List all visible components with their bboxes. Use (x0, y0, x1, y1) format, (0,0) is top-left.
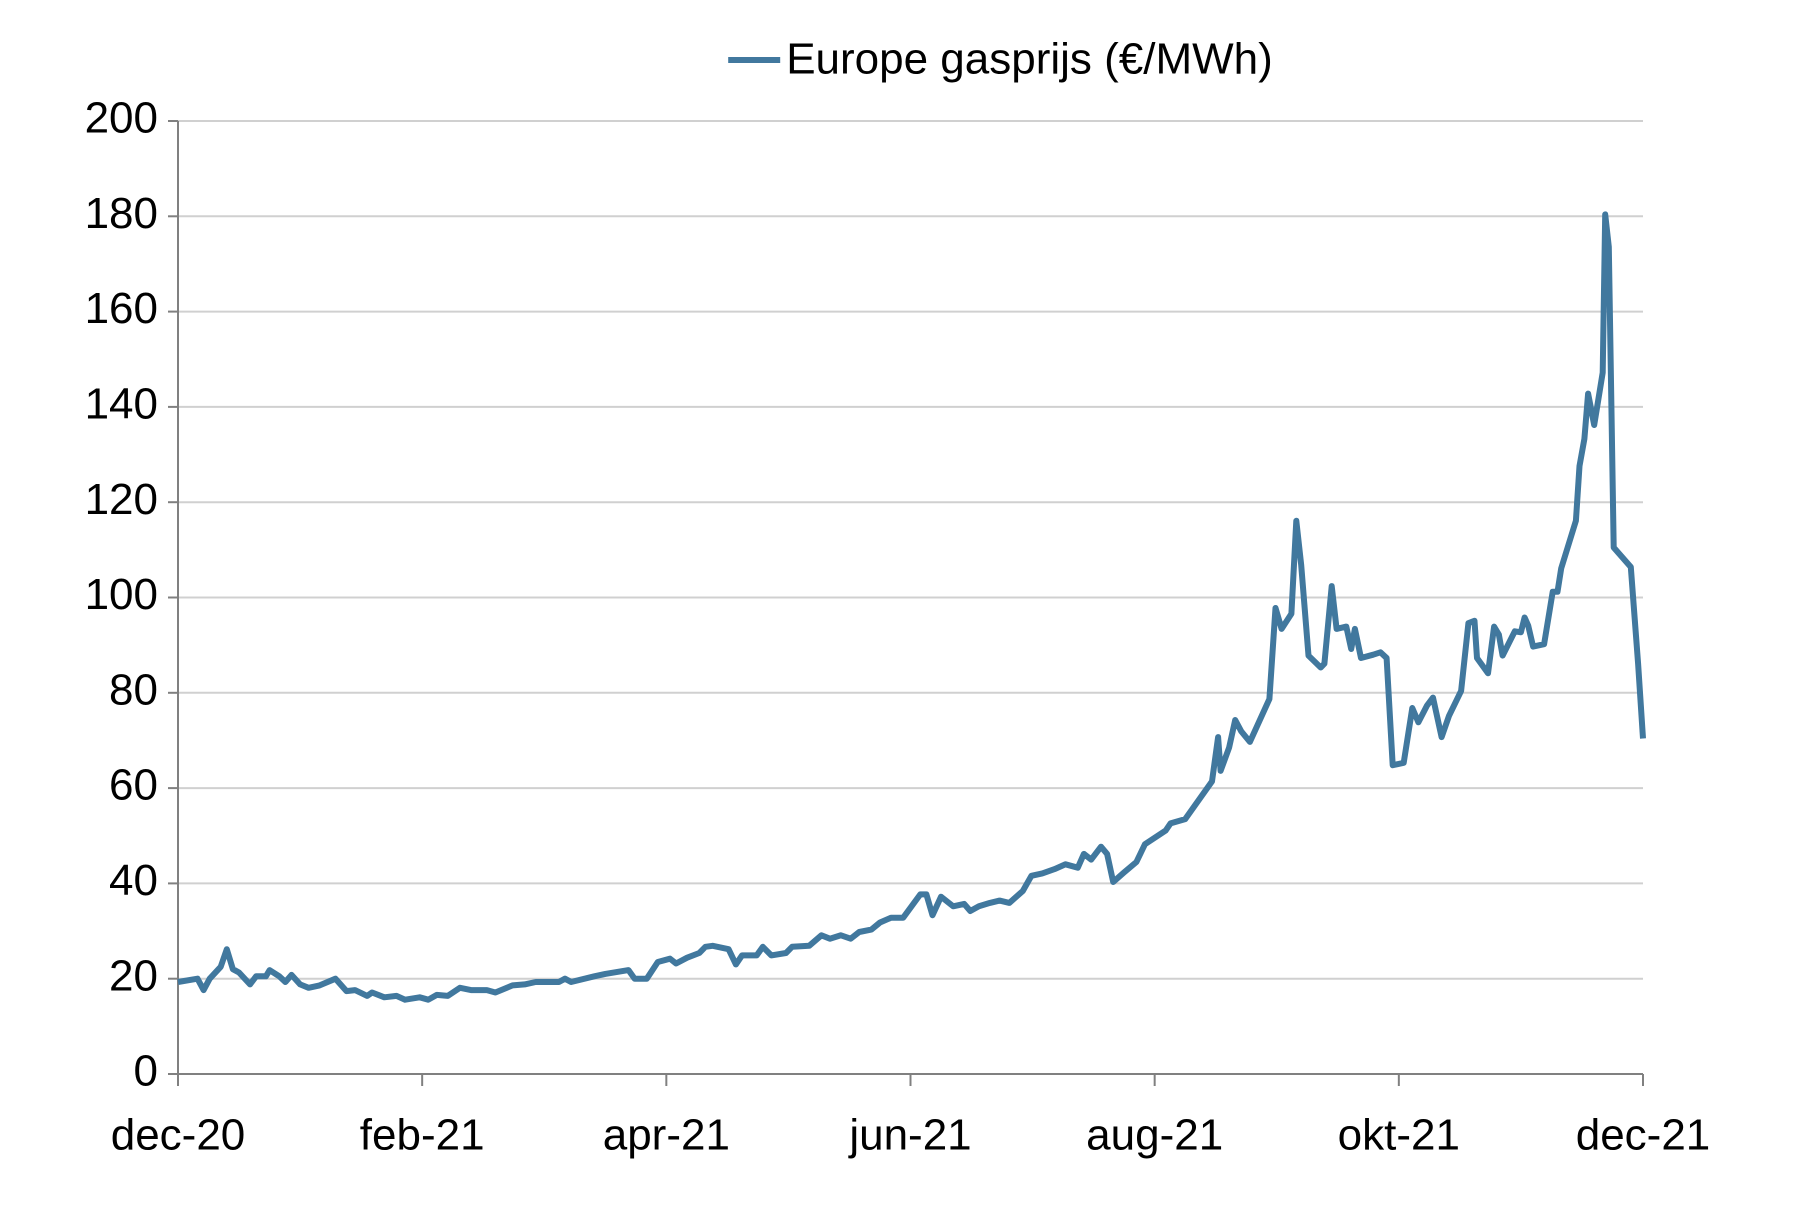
data-line (177, 211, 1646, 1003)
y-tick-label: 60 (109, 761, 158, 810)
y-tick-label: 180 (85, 189, 158, 238)
y-tick-label: 20 (109, 951, 158, 1000)
y-tick-label: 120 (85, 475, 158, 524)
x-tick-label: jun-21 (847, 1111, 971, 1160)
legend: Europe gasprijs (€/MWh) (728, 35, 1273, 84)
y-tick-label: 100 (85, 570, 158, 619)
x-tick-label: aug-21 (1086, 1111, 1223, 1160)
y-tick-label: 80 (109, 665, 158, 714)
x-tick-label: apr-21 (603, 1111, 730, 1160)
legend-label: Europe gasprijs (€/MWh) (786, 35, 1273, 84)
y-tick-label: 0 (134, 1047, 158, 1096)
y-tick-label: 160 (85, 284, 158, 333)
x-tick-label: okt-21 (1338, 1111, 1460, 1160)
y-tick-label: 200 (85, 94, 158, 143)
x-tick-label: feb-21 (360, 1111, 485, 1160)
y-tick-label: 40 (109, 856, 158, 905)
x-tick-label: dec-20 (111, 1111, 246, 1160)
x-tick-label: dec-21 (1576, 1111, 1711, 1160)
y-tick-label: 140 (85, 380, 158, 429)
